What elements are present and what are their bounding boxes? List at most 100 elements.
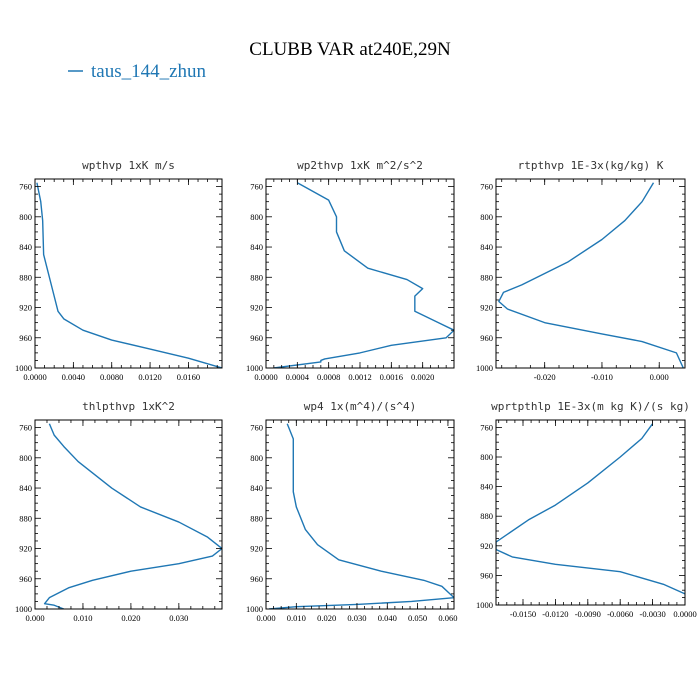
y-tick-label: 1000 — [246, 604, 263, 614]
x-tick-label: 0.030 — [347, 613, 366, 623]
y-tick-label: 800 — [19, 212, 32, 222]
panel-title: wpthvp 1xK m/s — [82, 159, 175, 172]
y-tick-label: 880 — [19, 272, 32, 282]
panel-1: wpthvp 1xK m/s76080084088092096010000.00… — [15, 159, 223, 382]
x-tick-label: 0.050 — [408, 613, 427, 623]
y-tick-label: 920 — [19, 544, 32, 554]
y-tick-label: 880 — [480, 272, 493, 282]
x-tick-label: 0.030 — [169, 613, 188, 623]
x-tick-label: 0.000 — [650, 372, 669, 382]
y-tick-label: 880 — [250, 272, 263, 282]
x-tick-label: 0.010 — [287, 613, 306, 623]
panel-6: wprtpthlp 1E-3x(m kg K)/(s kg) 760 800 840 8… — [476, 400, 697, 619]
panel-4: thlpthvp 1xK^2 760 800 840 880 920 960 10000.00… — [15, 400, 223, 623]
panel-2: wp2thvp 1xK m^2/s^2 760 800 840 880 920 960 100… — [246, 159, 455, 382]
y-tick-label: 760 — [250, 182, 263, 192]
x-tick-label: 0.0016 — [380, 372, 403, 382]
panel-title: thlpthvp 1xK^2 — [82, 400, 175, 413]
panel-frame — [265, 178, 455, 369]
y-tick-label: 1000 — [246, 363, 263, 373]
x-tick-label: 0.0080 — [100, 372, 123, 382]
y-tick-label: 960 — [250, 574, 263, 584]
y-tick-label: 960 — [250, 333, 263, 343]
panel-frame — [34, 419, 223, 610]
x-tick-label: 0.000 — [256, 613, 275, 623]
series-line — [43, 423, 222, 609]
y-tick-label: 840 — [19, 483, 32, 493]
y-tick-label: 920 — [480, 303, 493, 313]
y-tick-label: 880 — [250, 513, 263, 523]
x-tick-label: 0.010 — [73, 613, 92, 623]
x-tick-label: -0.0090 — [575, 609, 601, 619]
panel-frame — [34, 178, 223, 369]
y-tick-label: 840 — [480, 242, 493, 252]
y-tick-label: 960 — [19, 574, 32, 584]
panel-3: rtpthvp 1E-3x(kg/kg) K 760 800 840 880 920 960… — [476, 159, 686, 382]
series-line — [36, 182, 222, 368]
x-tick-label: 0.0040 — [62, 372, 85, 382]
y-tick-label: 920 — [250, 303, 263, 313]
x-tick-label: 0.0000 — [673, 609, 696, 619]
series-line — [273, 182, 454, 368]
y-tick-label: 920 — [250, 544, 263, 554]
y-tick-label: 760 — [19, 182, 32, 192]
y-tick-label: 1000 — [15, 363, 32, 373]
x-tick-label: -0.0060 — [607, 609, 633, 619]
x-tick-label: 0.0012 — [348, 372, 371, 382]
panel-5: wp4 1x(m^4)/(s^4)76080084088092096010000… — [246, 400, 457, 623]
x-tick-label: -0.0120 — [542, 609, 568, 619]
x-tick-label: 0.0000 — [23, 372, 46, 382]
x-tick-label: 0.000 — [25, 613, 44, 623]
figure-title: CLUBB VAR at240E,29N — [249, 39, 451, 60]
x-tick-label: 0.0004 — [286, 372, 310, 382]
panel-frame — [495, 178, 686, 369]
legend: taus_144_zhun — [68, 61, 207, 82]
y-tick-label: 920 — [480, 541, 493, 551]
y-tick-label: 1000 — [476, 363, 493, 373]
y-tick-label: 1000 — [15, 604, 32, 614]
panel-title: wp4 1x(m^4)/(s^4) — [304, 400, 417, 413]
x-tick-label: -0.020 — [534, 372, 556, 382]
y-tick-label: 760 — [480, 182, 493, 192]
panels: wpthvp 1xK m/s76080084088092096010000.00… — [15, 159, 697, 623]
x-tick-label: 0.060 — [438, 613, 457, 623]
y-tick-label: 880 — [480, 511, 493, 521]
y-tick-label: 800 — [480, 212, 493, 222]
y-tick-label: 1000 — [476, 600, 493, 610]
x-tick-label: -0.010 — [591, 372, 613, 382]
y-tick-label: 760 — [480, 422, 493, 432]
y-tick-label: 840 — [250, 483, 263, 493]
series-line — [268, 423, 454, 609]
y-tick-label: 840 — [19, 242, 32, 252]
y-tick-label: 800 — [19, 453, 32, 463]
y-tick-label: 800 — [480, 452, 493, 462]
y-tick-label: 960 — [480, 570, 493, 580]
y-tick-label: 760 — [19, 423, 32, 433]
y-tick-label: 880 — [19, 513, 32, 523]
x-tick-label: 0.0160 — [177, 372, 200, 382]
y-tick-label: 960 — [19, 333, 32, 343]
y-tick-label: 920 — [19, 303, 32, 313]
y-tick-label: 840 — [250, 242, 263, 252]
series-line — [496, 423, 685, 595]
y-tick-label: 800 — [250, 212, 263, 222]
x-tick-label: 0.0008 — [317, 372, 340, 382]
y-tick-label: 760 — [250, 423, 263, 433]
panel-title: wp2thvp 1xK m^2/s^2 — [297, 159, 423, 172]
panel-title: wprtpthlp 1E-3x(m kg K)/(s kg) — [491, 400, 690, 413]
x-tick-label: 0.040 — [378, 613, 397, 623]
y-tick-label: 960 — [480, 333, 493, 343]
x-tick-label: -0.0030 — [639, 609, 665, 619]
y-tick-label: 800 — [250, 453, 263, 463]
panel-title: rtpthvp 1E-3x(kg/kg) K — [518, 159, 664, 172]
panel-frame — [265, 419, 455, 610]
panel-frame — [495, 419, 686, 606]
x-tick-label: 0.0020 — [411, 372, 434, 382]
x-tick-label: 0.020 — [121, 613, 140, 623]
x-tick-label: -0.0150 — [510, 609, 536, 619]
x-tick-label: 0.0000 — [254, 372, 277, 382]
y-tick-label: 840 — [480, 482, 493, 492]
legend-label: taus_144_zhun — [91, 61, 207, 82]
x-tick-label: 0.020 — [317, 613, 336, 623]
